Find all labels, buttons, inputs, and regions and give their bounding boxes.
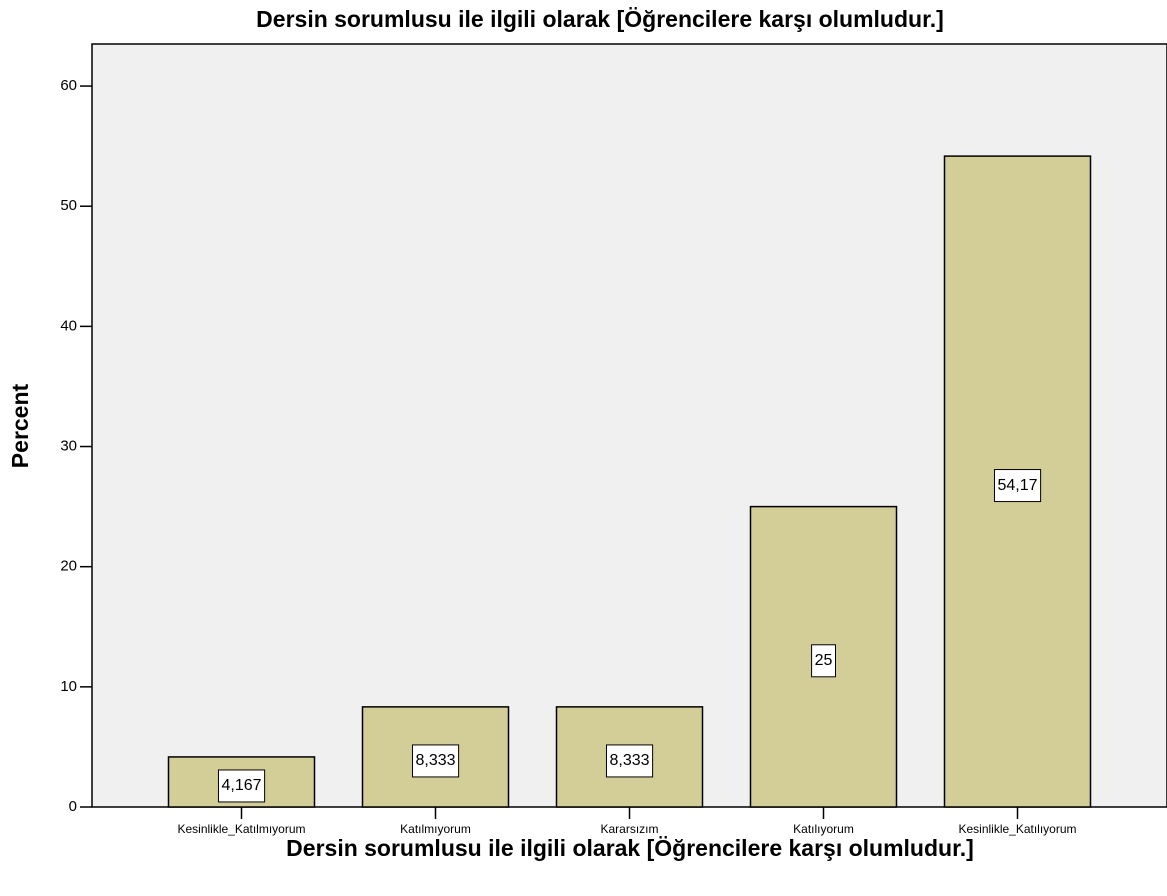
x-tick-label: Katılmıyorum bbox=[400, 822, 471, 836]
value-label: 25 bbox=[815, 652, 833, 669]
y-tick-label: 10 bbox=[60, 678, 77, 695]
value-label-box bbox=[605, 744, 654, 778]
x-tick-label: Katılıyorum bbox=[793, 822, 854, 836]
x-tick-label: Kesinlikle_Katılmıyorum bbox=[177, 822, 305, 836]
value-label-box bbox=[217, 769, 266, 803]
value-label-box bbox=[411, 744, 460, 778]
x-axis-label: Dersin sorumlusu ile ilgili olarak [Öğre… bbox=[286, 835, 974, 861]
chart-title: Dersin sorumlusu ile ilgili olarak [Öğre… bbox=[256, 6, 944, 32]
value-label: 8,333 bbox=[415, 752, 455, 769]
value-label-box bbox=[993, 469, 1042, 503]
y-tick-label: 20 bbox=[60, 558, 77, 575]
value-label: 4,167 bbox=[221, 777, 261, 794]
y-tick-label: 50 bbox=[60, 197, 77, 214]
x-tick-label: Kesinlikle_Katılıyorum bbox=[958, 822, 1076, 836]
y-axis-label: Percent bbox=[7, 383, 33, 468]
value-label: 54,17 bbox=[997, 477, 1037, 494]
y-tick-label: 0 bbox=[69, 798, 77, 815]
x-tick-label: Kararsızım bbox=[600, 822, 658, 836]
value-label: 8,333 bbox=[609, 752, 649, 769]
y-tick-label: 30 bbox=[60, 437, 77, 454]
y-tick-label: 40 bbox=[60, 317, 77, 334]
y-tick-label: 60 bbox=[60, 77, 77, 94]
value-label-box bbox=[811, 644, 836, 678]
